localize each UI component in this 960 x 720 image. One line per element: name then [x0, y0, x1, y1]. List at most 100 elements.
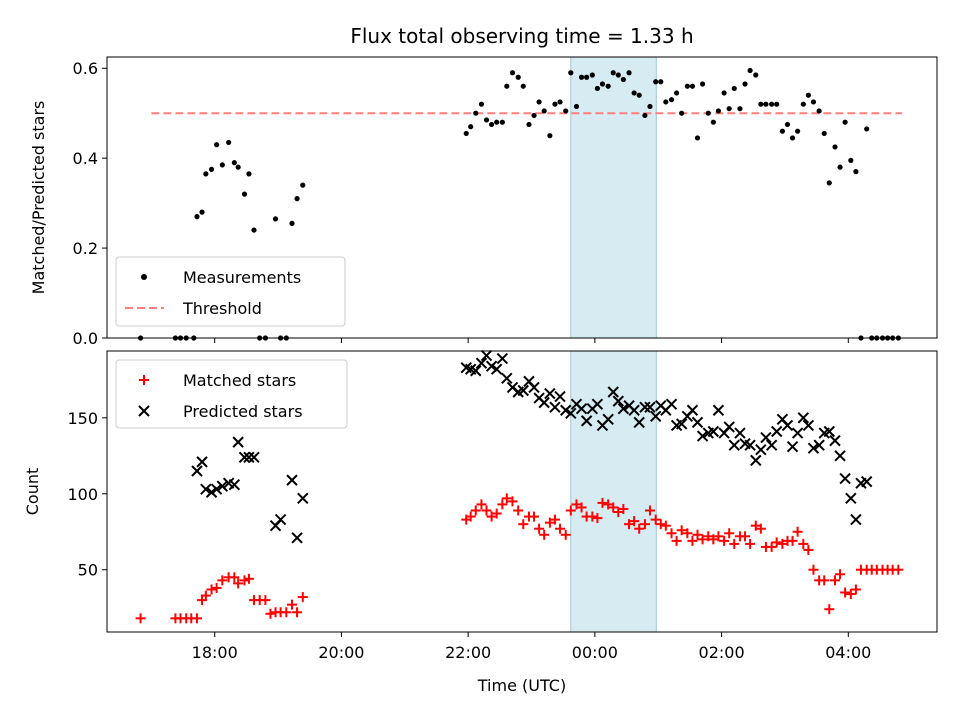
predicted-star-point	[501, 372, 513, 385]
bottom-highlight-span	[570, 350, 657, 633]
matched-star-point	[501, 493, 512, 504]
measurement-point	[194, 214, 200, 220]
predicted-star-point	[839, 472, 851, 485]
measurement-point	[552, 101, 558, 107]
matched-star-point	[229, 572, 240, 583]
predicted-star-point	[248, 451, 260, 464]
measurement-point	[199, 209, 205, 215]
matched-star-point	[819, 575, 830, 586]
matched-star-point	[287, 599, 298, 610]
top-x-ticks	[214, 338, 849, 343]
y-tick-label: 100	[67, 485, 98, 504]
measurement-point	[241, 191, 248, 197]
matched-star-point	[486, 511, 497, 522]
matched-star-point	[292, 607, 303, 618]
measurement-point	[605, 83, 611, 89]
measurement-point	[294, 196, 300, 202]
y-tick-label: 0.4	[73, 149, 98, 168]
measurement-point	[795, 128, 801, 134]
matched-star-point	[191, 613, 202, 624]
matched-star-point	[745, 538, 756, 549]
predicted-star-point	[781, 419, 794, 432]
predicted-star-point	[744, 439, 756, 451]
measurement-point	[816, 108, 822, 114]
predicted-star-point	[723, 421, 735, 433]
x-tick-label: 00:00	[572, 643, 618, 662]
predicted-star-point	[205, 486, 218, 498]
matched-star-point	[587, 511, 598, 522]
matched-star-point	[549, 514, 560, 525]
bottom-axes-frame	[106, 350, 938, 633]
matched-star-point	[850, 584, 861, 595]
predicted-star-point	[665, 398, 678, 410]
top-legend: Measurements Threshold	[115, 256, 346, 327]
matched-star-point	[740, 531, 751, 542]
measurement-point	[226, 139, 232, 146]
measurement-point	[631, 90, 637, 96]
measurement-point	[599, 81, 606, 87]
measurement-point	[478, 101, 485, 107]
bottom-y-ticks: 50 100 150	[67, 409, 107, 580]
predicted-star-point	[850, 513, 862, 526]
predicted-star-point	[274, 513, 287, 526]
matched-star-point	[650, 514, 661, 525]
measurement-point	[784, 121, 791, 128]
matched-star-point	[755, 523, 766, 534]
predicted-star-point	[649, 410, 662, 423]
measurement-point	[594, 85, 600, 92]
predicted-star-point	[823, 425, 835, 438]
predicted-star-point	[617, 403, 630, 415]
measurement-point	[536, 99, 542, 105]
predicted-star-point	[565, 407, 577, 419]
measurement-point	[541, 108, 547, 114]
legend-label: Predicted stars	[183, 402, 303, 421]
matched-star-point	[798, 538, 809, 549]
predicted-star-point	[675, 418, 688, 430]
measurement-point	[821, 130, 827, 137]
predicted-star-point	[291, 532, 303, 544]
matched-star-point	[513, 505, 524, 516]
matched-star-point	[576, 502, 587, 513]
measurement-point	[800, 101, 806, 107]
measurement-point	[214, 142, 220, 148]
measurement-point	[731, 85, 737, 92]
matched-star-point	[787, 535, 798, 546]
measurement-point	[721, 90, 727, 96]
highlight-span-rect	[570, 350, 657, 633]
measurement-point	[468, 124, 474, 130]
predicted-star-point	[228, 478, 241, 491]
predicted-star-point	[200, 483, 212, 495]
measurement-point	[235, 164, 241, 170]
matched-star-point	[476, 499, 487, 510]
predicted-star-point	[210, 483, 223, 495]
predicted-star-point	[191, 465, 203, 477]
predicted-star-point	[633, 416, 645, 429]
predicted-star-point	[813, 439, 825, 451]
matched-star-point	[766, 541, 777, 552]
measurement-point	[668, 97, 675, 103]
measurement-point	[737, 106, 743, 112]
predicted-star-point	[580, 415, 593, 427]
matched-star-point	[624, 519, 635, 530]
predicted-star-point	[243, 451, 255, 464]
predicted-star-point	[490, 363, 503, 375]
matched-star-point	[518, 519, 529, 530]
matched-star-point	[719, 535, 730, 546]
matched-star-point	[840, 587, 851, 598]
matched-star-point	[618, 503, 629, 514]
matched-star-point	[597, 497, 608, 508]
predicted-star-point	[786, 440, 799, 453]
predicted-star-point	[216, 480, 229, 492]
measurement-point	[837, 164, 843, 170]
matched-star-point	[529, 511, 540, 522]
predicted-star-point	[791, 427, 804, 439]
measurement-point	[531, 112, 537, 119]
matched-star-point	[571, 499, 582, 510]
predicted-star-point	[707, 425, 720, 438]
matched-star-point	[565, 505, 576, 516]
matched-star-point	[708, 534, 719, 545]
measurement-point	[463, 130, 469, 137]
matched-star-point	[713, 531, 724, 542]
measurement-point	[509, 70, 516, 76]
